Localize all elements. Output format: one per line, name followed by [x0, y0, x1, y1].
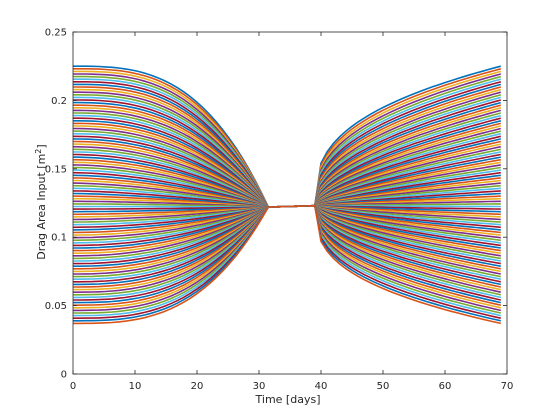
x-tick-label: 0 — [70, 381, 76, 392]
x-tick-label: 10 — [129, 381, 142, 392]
axis-ticks: 0 10 20 30 40 50 60 70 0 0.05 0.1 0.15 0.2 0.25 — [45, 28, 514, 393]
y-axis-label-end: ] — [35, 144, 48, 148]
x-tick-label: 40 — [315, 381, 328, 392]
y-tick-label: 0.2 — [51, 96, 67, 107]
y-tick-label: 0.15 — [45, 164, 67, 175]
x-tick-label: 20 — [191, 381, 204, 392]
y-axis-label: Drag Area Input [m2] — [34, 144, 49, 259]
axes-box — [72, 31, 508, 375]
x-tick-label: 30 — [253, 381, 266, 392]
x-tick-label: 50 — [377, 381, 390, 392]
y-axis-label-main: Drag Area Input [m — [35, 154, 48, 260]
series-lines — [72, 65, 502, 325]
y-tick-label: 0.25 — [45, 28, 67, 39]
y-axis-label-sup: 2 — [34, 149, 43, 154]
x-tick-label: 70 — [501, 381, 514, 392]
series-line — [73, 204, 501, 325]
x-tick-label: 60 — [439, 381, 452, 392]
y-tick-label: 0 — [61, 370, 67, 381]
y-tick-label: 0.1 — [51, 233, 67, 244]
y-tick-label: 0.05 — [45, 301, 67, 312]
x-axis-label: Time [days] — [255, 393, 321, 406]
